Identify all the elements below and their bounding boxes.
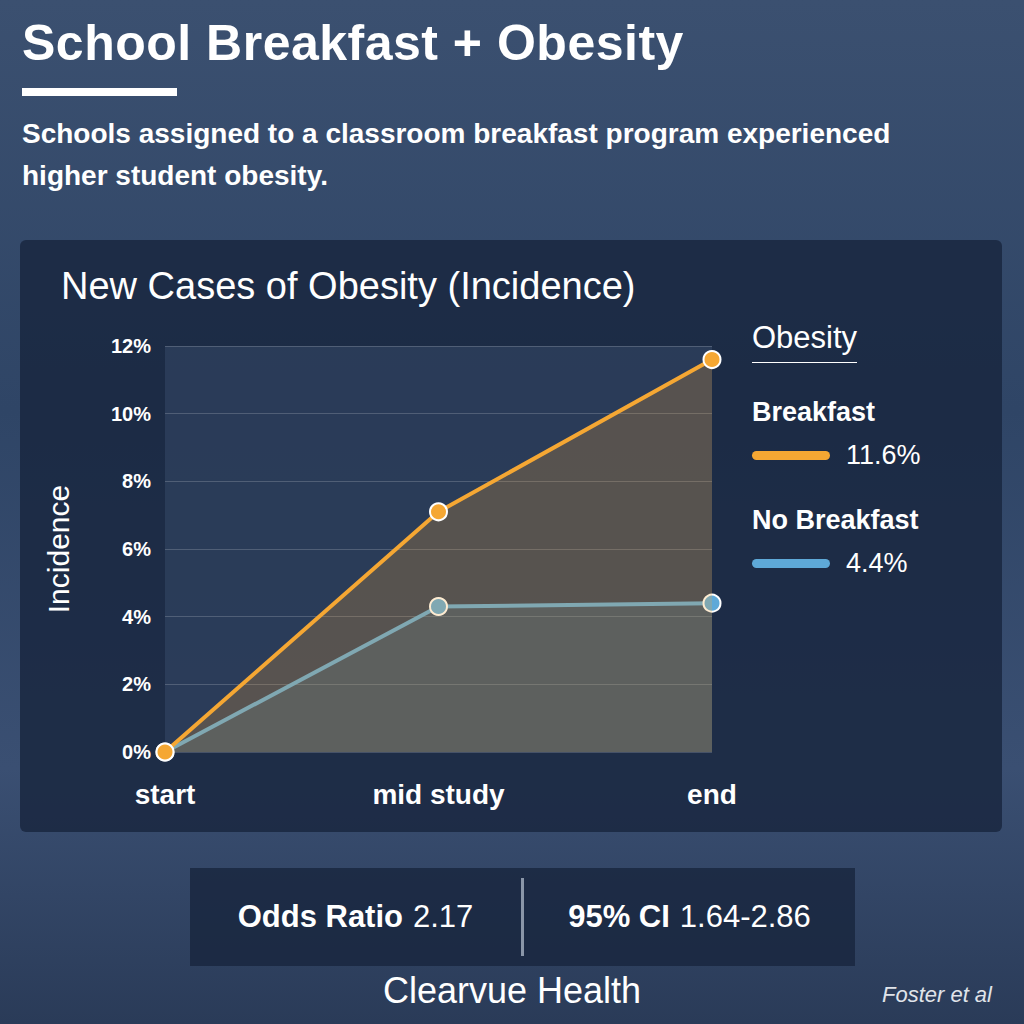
html-text:Foster et al: Foster et al — [882, 982, 992, 1007]
html-text:Obesity: Obesity — [752, 320, 858, 355]
svg-text:0%: 0% — [122, 741, 151, 763]
html-text:Clearvue Health: Clearvue Health — [382, 970, 642, 1011]
svg-text:2%: 2% — [122, 673, 151, 695]
html-text:School Breakfast + Obesity: School Breakfast + Obesity — [22, 15, 684, 71]
svg-text:8%: 8% — [122, 470, 151, 492]
svg-text:6%: 6% — [122, 538, 151, 560]
html-text:Schools assigned to a classroo: Schools assigned to a classroom breakfas… — [22, 118, 891, 191]
svg-text:start: start — [135, 779, 196, 810]
svg-text:4%: 4% — [122, 606, 151, 628]
svg-text:10%: 10% — [111, 403, 151, 425]
svg-text:Incidence: Incidence — [42, 485, 75, 613]
html-text:Breakfast: Breakfast — [752, 397, 876, 427]
html-text:11.6%: 11.6% — [846, 440, 921, 470]
svg-text:end: end — [687, 779, 737, 810]
html-text:95% CI 1.64-2.86: 95% CI 1.64-2.86 — [568, 899, 811, 934]
html-text:No Breakfast: No Breakfast — [752, 505, 919, 535]
html-text:4.4%: 4.4% — [846, 548, 908, 578]
svg-text:mid study: mid study — [372, 779, 505, 810]
svg-text:New Cases of Obesity (Incidenc: New Cases of Obesity (Incidence) — [61, 265, 635, 307]
html-text:Odds Ratio 2.17: Odds Ratio 2.17 — [237, 899, 474, 934]
svg-text:12%: 12% — [111, 335, 151, 357]
